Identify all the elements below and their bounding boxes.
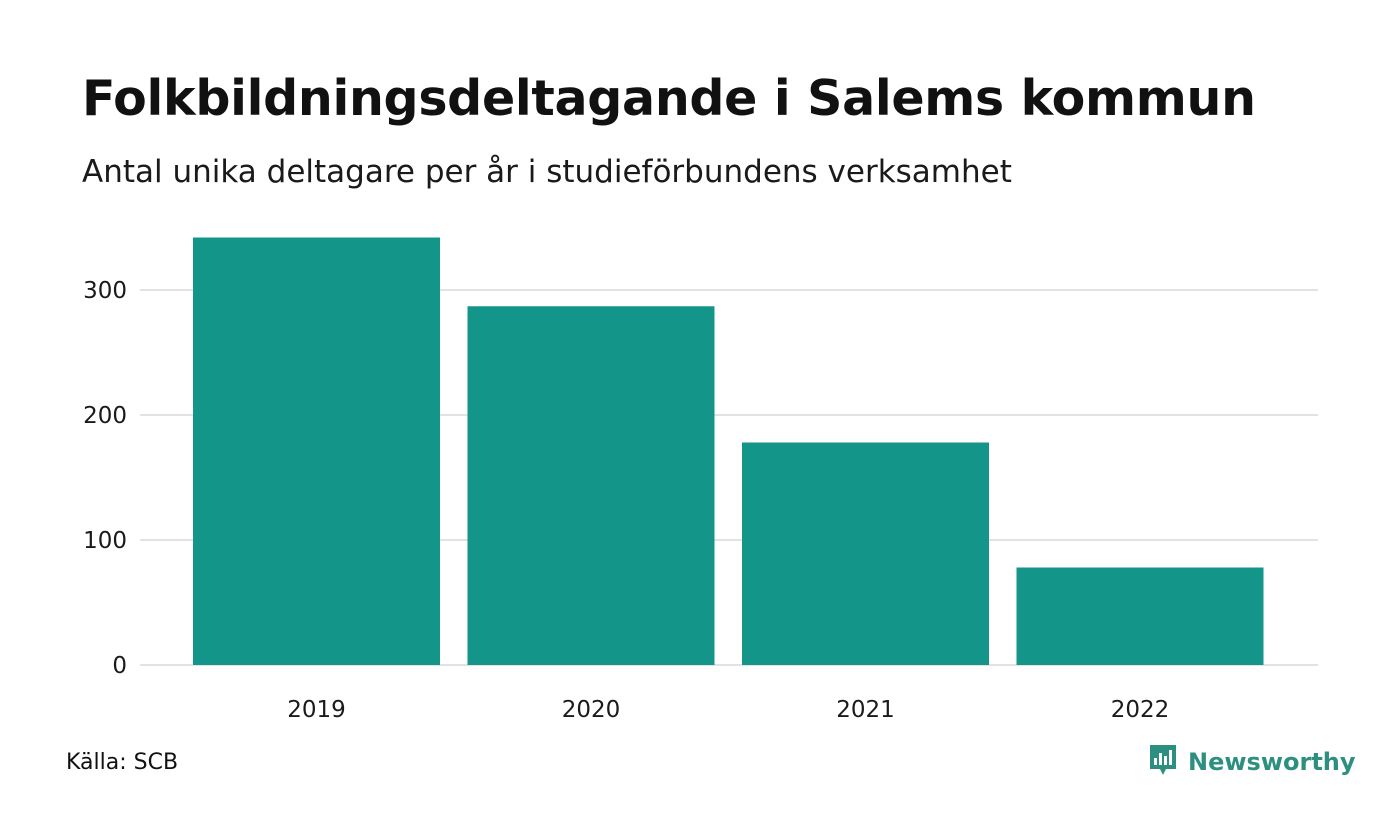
chart-title: Folkbildningsdeltagande i Salems kommun [82, 70, 1256, 127]
chart-subtitle: Antal unika deltagare per år i studieför… [82, 154, 1012, 190]
x-tick-labels: 2019 2020 2021 2022 [287, 697, 1169, 723]
bar-chart-speech-bubble-icon [1150, 745, 1176, 775]
source-note: Källa: SCB [66, 750, 179, 775]
brand-name: Newsworthy [1188, 748, 1356, 776]
bar-2021 [742, 442, 989, 665]
bar-2020 [467, 306, 715, 665]
y-tick-label: 200 [83, 403, 127, 429]
x-tick-label: 2022 [1111, 697, 1170, 723]
bar-2019 [193, 237, 440, 665]
bar-2022 [1016, 567, 1264, 665]
bars [193, 237, 1264, 665]
x-tick-label: 2020 [562, 697, 621, 723]
y-tick-labels: 0 100 200 300 [83, 278, 127, 679]
x-tick-label: 2021 [836, 697, 895, 723]
y-tick-label: 100 [83, 528, 127, 554]
y-tick-label: 0 [112, 653, 127, 679]
newsworthy-logo: Newsworthy [1148, 743, 1356, 781]
x-tick-label: 2019 [287, 697, 346, 723]
y-tick-label: 300 [83, 278, 127, 304]
